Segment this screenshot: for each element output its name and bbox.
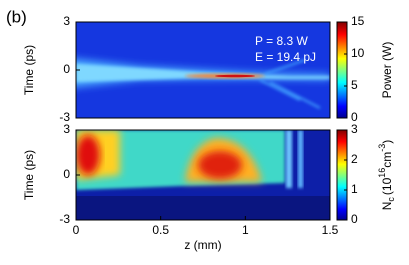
y-tick-label: -3 (59, 212, 70, 226)
colorbar-label-part: N (380, 202, 394, 211)
colorbar-label-part: ) (380, 140, 394, 144)
panel-label: (b) (6, 7, 27, 26)
heatmap-image (76, 22, 330, 118)
colorbar-label-part: 16 (377, 168, 387, 178)
colorbar-tick-label: 1 (351, 182, 358, 196)
y-tick-label: 0 (63, 62, 70, 76)
colorbar-tick-label: 3 (351, 122, 358, 136)
annotation: P = 8.3 W (255, 34, 308, 48)
colorbar (336, 129, 348, 221)
colorbar-label: Nc (1016cm-3) (377, 140, 396, 211)
colorbar-label-part: (10 (380, 177, 394, 195)
y-tick-label: -3 (59, 110, 70, 124)
colorbar-tick-label: 5 (351, 78, 358, 92)
x-tick-label: 1.5 (322, 223, 339, 237)
colorbar-label-part: -3 (377, 144, 387, 152)
x-axis-label: z (mm) (184, 238, 221, 252)
y-axis-label: Time (ps) (22, 45, 36, 95)
y-axis-label: Time (ps) (22, 150, 36, 200)
colorbar-tick-label: 15 (351, 14, 365, 28)
heatmap-image (76, 130, 330, 220)
y-tick-label: 3 (63, 122, 70, 136)
annotation: E = 19.4 pJ (255, 50, 316, 64)
x-tick-label: 1 (242, 223, 249, 237)
colorbar (336, 21, 348, 119)
x-tick-label: 0 (73, 223, 80, 237)
colorbar-label-part: cm (380, 152, 394, 168)
colorbar-tick-label: 2 (351, 152, 358, 166)
y-tick-label: 0 (63, 167, 70, 181)
colorbar-tick-label: 10 (351, 46, 365, 60)
colorbar-tick-label: 0 (351, 110, 358, 124)
colorbar-label-part: c (386, 197, 396, 202)
colorbar-label: Power (W) (380, 42, 394, 99)
x-tick-label: 0.5 (152, 223, 169, 237)
y-tick-label: 3 (63, 14, 70, 28)
colorbar-tick-label: 0 (351, 212, 358, 226)
